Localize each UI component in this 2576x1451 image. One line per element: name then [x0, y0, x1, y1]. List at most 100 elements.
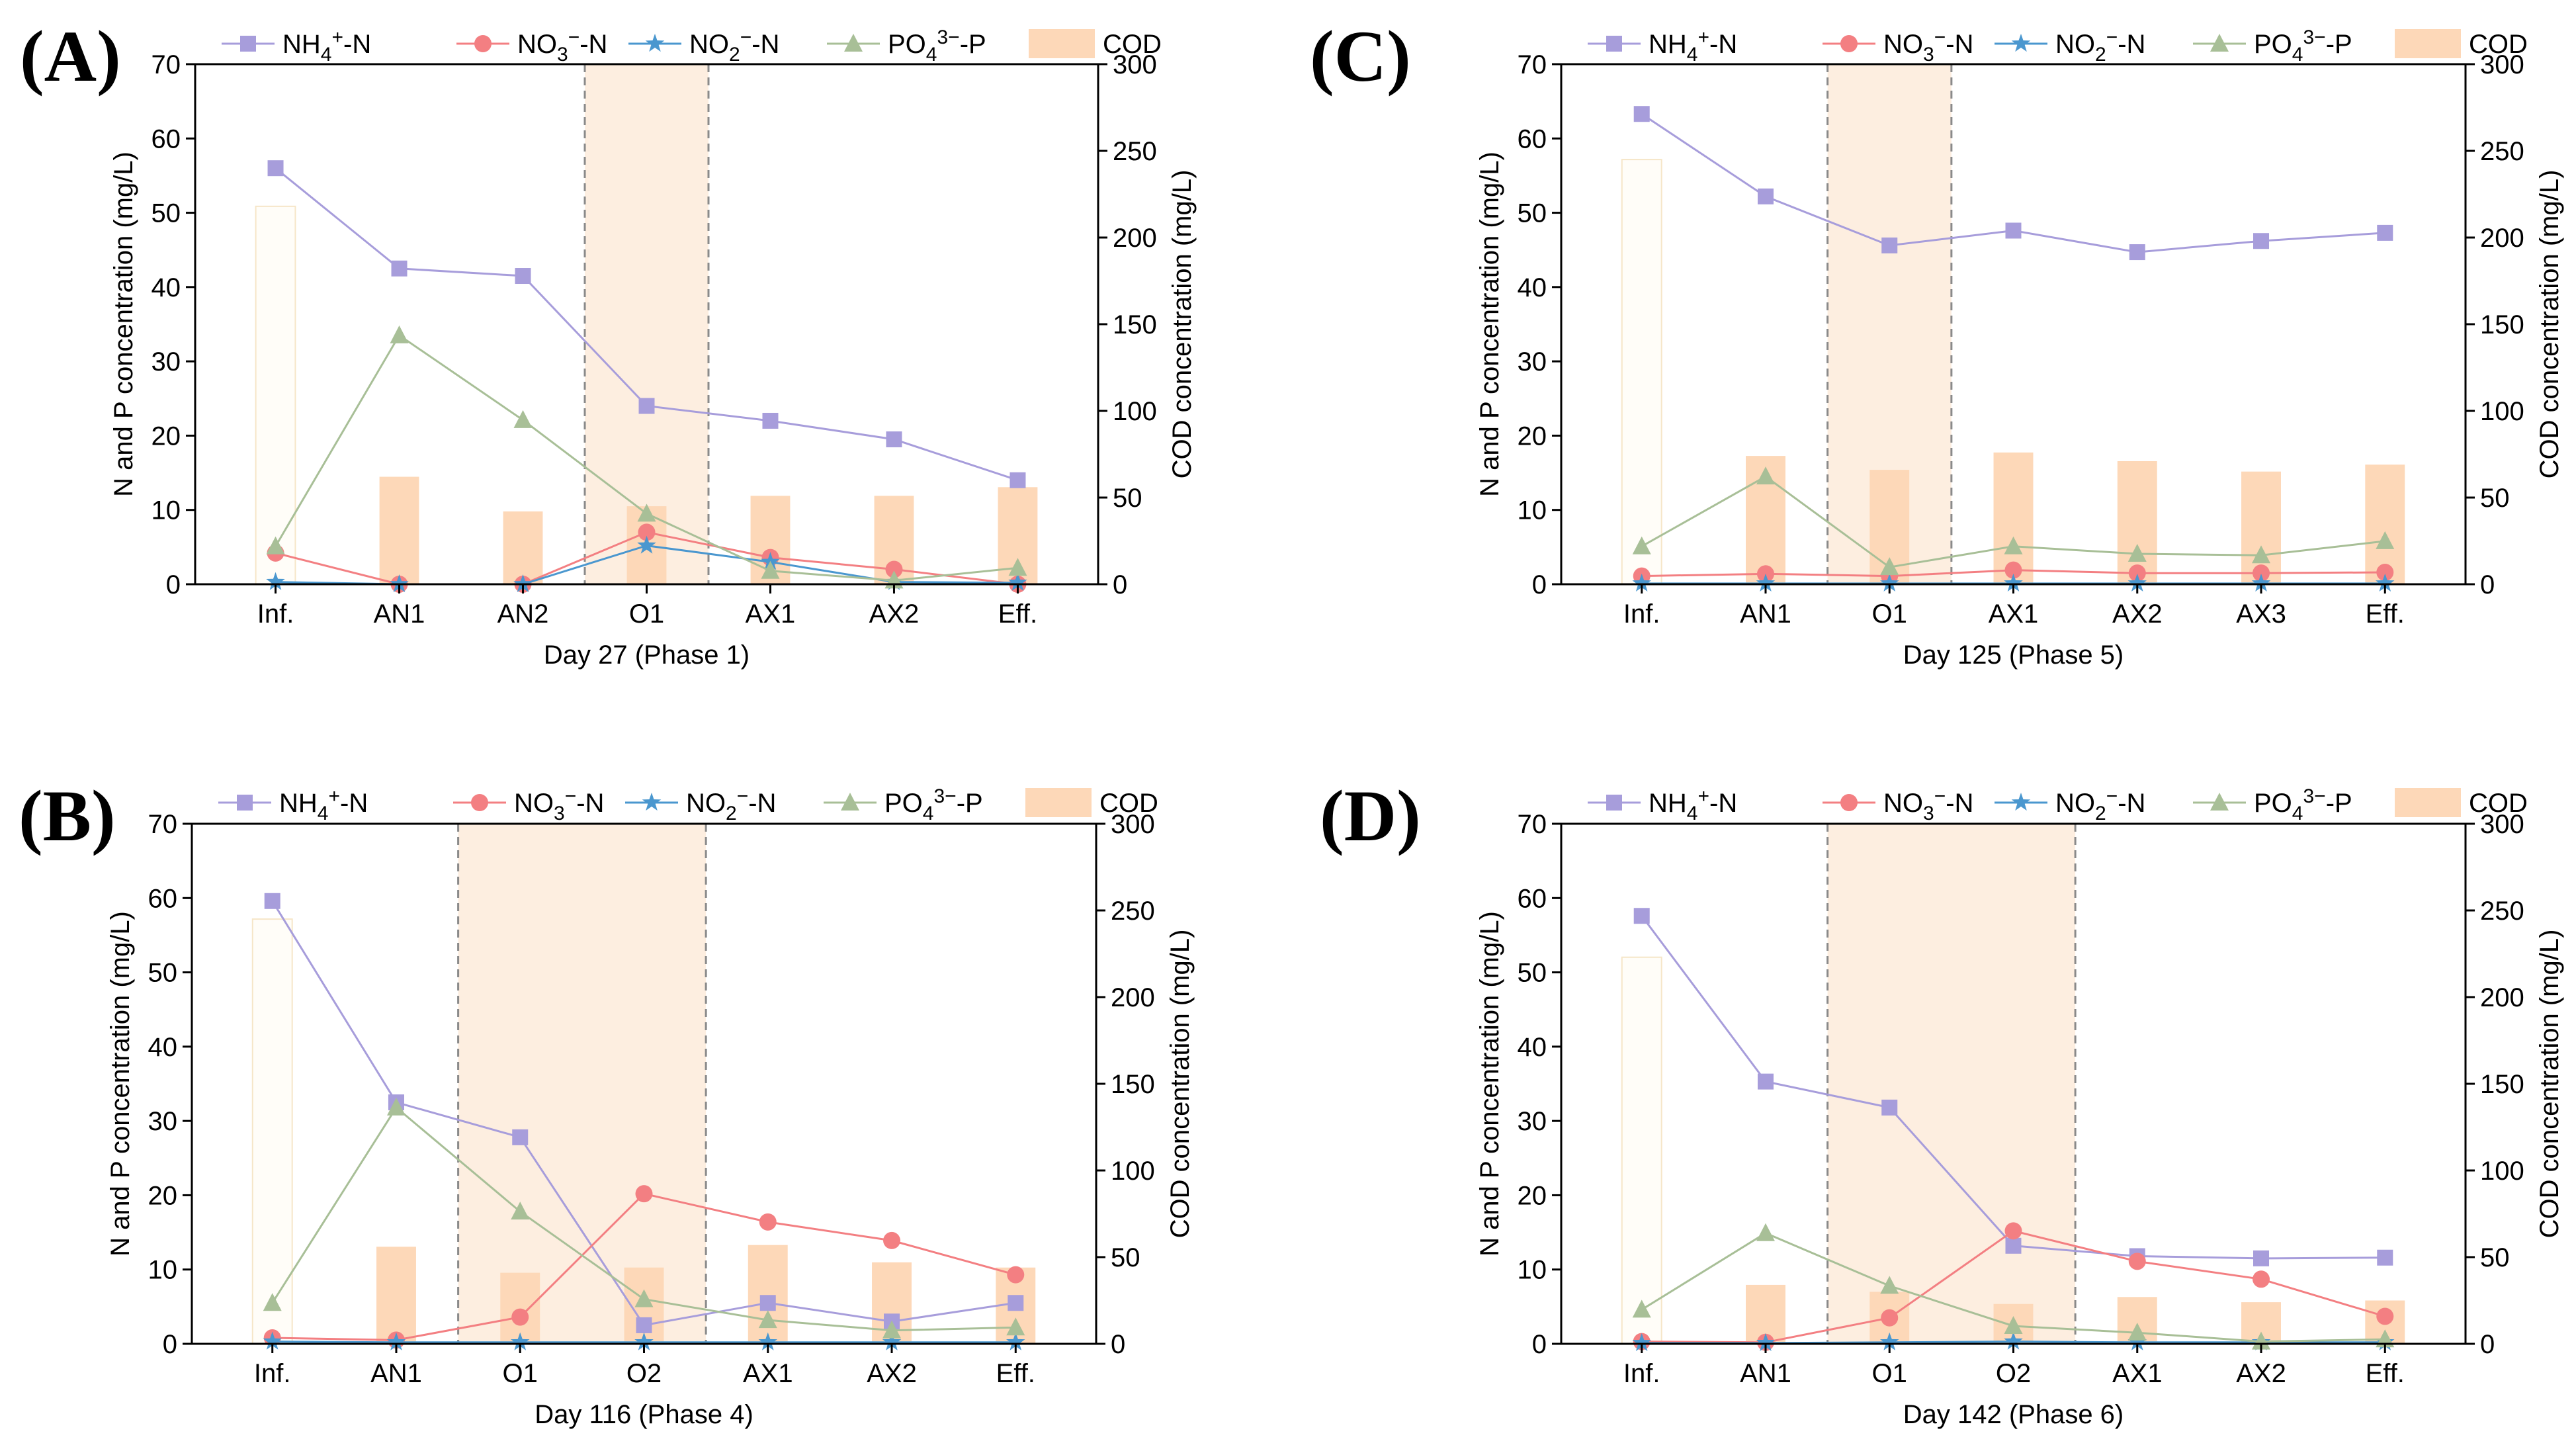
y2-axis-title: COD concentration (mg/L) — [2535, 170, 2564, 479]
y-tick-label: 50 — [1518, 199, 1547, 228]
data-point-no2 — [1006, 1332, 1025, 1350]
y-tick-label: 20 — [151, 421, 181, 451]
data-point-no3 — [2128, 564, 2146, 582]
y-tick-label: 30 — [151, 347, 181, 376]
data-point-po4 — [2252, 545, 2271, 564]
data-point-no2 — [511, 1332, 530, 1350]
y2-tick-label: 300 — [1113, 50, 1157, 79]
cod-bar — [500, 1272, 540, 1344]
y-tick-label: 30 — [1518, 347, 1547, 376]
chart-panel-d: 0 10 20 30 40 50 60 70 0 50 100 150 200 250 300 Inf. AN1… — [1320, 775, 2564, 1429]
data-point-no3 — [2004, 561, 2022, 579]
data-point-nh4 — [2129, 244, 2145, 261]
legend-label: NO2−-N — [686, 785, 776, 824]
legend-marker — [841, 793, 859, 811]
data-point-po4 — [1006, 1317, 1025, 1336]
y2-tick-label: 250 — [2480, 137, 2524, 166]
data-point-po4 — [1632, 536, 1651, 554]
legend-marker — [2210, 34, 2229, 52]
legend: NH4+-N NO3−-N NO2−-N PO43−-P COD — [1588, 26, 2528, 66]
x-tick-label: AX1 — [1989, 599, 2039, 629]
legend-marker — [2011, 34, 2031, 52]
data-point-po4 — [1880, 1276, 1899, 1294]
data-point-nh4 — [2377, 224, 2393, 241]
y2-tick-label: 0 — [1111, 1330, 1125, 1359]
x-tick-label: AN2 — [497, 599, 549, 629]
cod-bar — [1621, 956, 1662, 1344]
y2-tick-label: 0 — [1113, 570, 1127, 599]
y-tick-label: 0 — [166, 570, 181, 599]
y2-tick-label: 50 — [1113, 484, 1142, 513]
y2-tick-label: 100 — [1113, 397, 1157, 426]
data-point-po4 — [634, 1289, 654, 1307]
legend: NH4+-N NO3−-N NO2−-N PO43−-P COD — [222, 26, 1162, 66]
y-tick-label: 20 — [148, 1181, 178, 1210]
data-point-po4 — [513, 410, 533, 428]
aerobic-zone-shading — [458, 824, 707, 1344]
data-point-po4 — [511, 1202, 530, 1220]
x-tick-label: AX3 — [2236, 599, 2286, 629]
aerobic-zone-shading — [1827, 824, 2076, 1344]
x-tick-label: AX2 — [2236, 1359, 2286, 1388]
x-tick-label: O1 — [503, 1359, 538, 1388]
legend-cod-swatch — [2395, 788, 2461, 817]
legend-label: NH4+-N — [282, 26, 371, 66]
x-tick-label: Eff. — [998, 599, 1037, 629]
legend-label: NO3−-N — [517, 26, 607, 66]
x-tick-label: AX1 — [746, 599, 796, 629]
data-point-no3 — [638, 523, 656, 541]
y2-tick-label: 50 — [2480, 484, 2510, 513]
legend-marker — [1606, 36, 1622, 52]
legend-marker — [645, 34, 665, 52]
legend-marker — [2210, 793, 2229, 811]
y2-tick-label: 200 — [1113, 224, 1157, 253]
data-point-no2 — [1632, 1333, 1651, 1351]
x-tick-label: AX2 — [2112, 599, 2163, 629]
legend-marker — [844, 34, 863, 52]
data-point-po4 — [758, 1310, 777, 1329]
x-axis-title: Day 125 (Phase 5) — [1903, 640, 2124, 670]
data-point-no3 — [2128, 1253, 2146, 1270]
data-point-no3 — [2004, 1222, 2022, 1240]
panel-label: (A) — [20, 16, 121, 97]
y-tick-label: 60 — [151, 124, 181, 154]
legend-marker — [642, 793, 662, 811]
y2-tick-label: 100 — [1111, 1157, 1155, 1186]
y-axis-title: N and P concentration (mg/L) — [109, 152, 138, 497]
x-axis-title: Day 116 (Phase 4) — [535, 1400, 753, 1429]
legend-label: COD — [2469, 30, 2528, 59]
legend-label: NO3−-N — [1883, 785, 1973, 824]
y2-tick-label: 200 — [1111, 983, 1155, 1012]
cod-bar — [251, 918, 293, 1344]
data-point-no3 — [759, 1213, 777, 1231]
x-axis-title: Day 27 (Phase 1) — [544, 640, 750, 670]
x-tick-label: AN1 — [1740, 1359, 1791, 1388]
y2-tick-label: 300 — [2480, 50, 2524, 79]
data-point-no2 — [2127, 573, 2147, 592]
y2-tick-label: 150 — [2480, 1070, 2524, 1099]
y-tick-label: 40 — [1518, 273, 1547, 302]
data-point-no2 — [1008, 572, 1027, 591]
cod-bar — [376, 1247, 416, 1344]
x-tick-label: AX1 — [2112, 1359, 2163, 1388]
legend-label: NH4+-N — [279, 785, 368, 824]
y-tick-label: 0 — [163, 1330, 177, 1359]
x-tick-label: AN1 — [370, 1359, 422, 1388]
data-point-po4 — [1756, 1223, 1775, 1241]
legend-cod-swatch — [2395, 29, 2461, 58]
y-tick-label: 10 — [1518, 496, 1547, 525]
data-point-nh4 — [1633, 908, 1650, 924]
cod-bar — [1621, 159, 1662, 586]
panel-label: (D) — [1320, 775, 1421, 856]
legend-label: COD — [1099, 789, 1158, 818]
y-tick-label: 70 — [148, 810, 178, 839]
legend-label: NO2−-N — [2055, 26, 2145, 66]
data-point-no3 — [511, 1308, 529, 1326]
data-point-nh4 — [1881, 1099, 1898, 1116]
legend-cod-swatch — [1025, 788, 1092, 817]
y-tick-label: 50 — [148, 959, 178, 988]
data-point-no2 — [386, 1332, 406, 1350]
data-point-po4 — [1632, 1299, 1651, 1318]
data-point-nh4 — [2377, 1249, 2393, 1266]
data-point-po4 — [2376, 531, 2395, 549]
